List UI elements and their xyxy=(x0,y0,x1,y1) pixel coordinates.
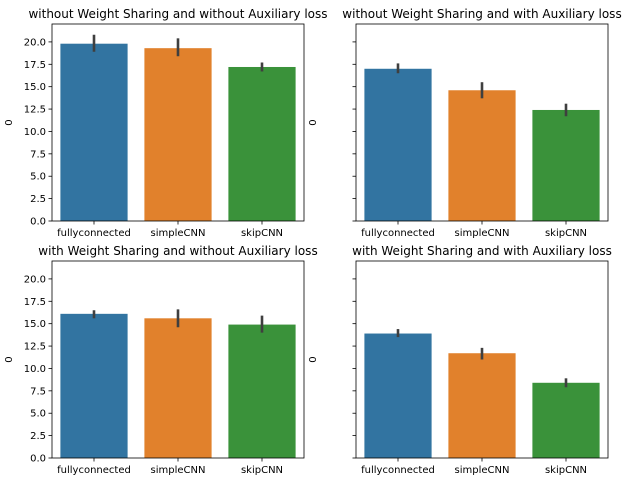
y-tick-label: 0.0 xyxy=(30,454,46,465)
x-tick-label: fullyconnected xyxy=(361,228,435,239)
y-tick-label: 20.0 xyxy=(24,274,46,285)
bar-fullyconnected xyxy=(364,68,432,221)
y-tick-label: 17.5 xyxy=(24,60,46,71)
x-tick-label: simpleCNN xyxy=(455,465,510,476)
chart-panel-4: fullyconnected simpleCNN skipCNN 0 with Weig… xyxy=(308,244,612,476)
bar-simpleCNN xyxy=(144,48,212,221)
x-tick-label: simpleCNN xyxy=(151,228,206,239)
bar-simpleCNN xyxy=(144,318,212,458)
x-tick-label: fullyconnected xyxy=(57,228,131,239)
y-tick-label: 2.5 xyxy=(30,431,46,442)
bar-simpleCNN xyxy=(448,90,516,221)
x-tick-label: skipCNN xyxy=(241,465,283,476)
chart-panel-2: fullyconnected simpleCNN skipCNN 0 without W… xyxy=(308,7,622,239)
y-tick-label: 2.5 xyxy=(30,194,46,205)
bar-skipCNN xyxy=(532,109,600,221)
bar-skipCNN xyxy=(532,382,600,458)
bar-simpleCNN xyxy=(448,353,516,458)
chart-title: with Weight Sharing and with Auxiliary l… xyxy=(352,244,612,258)
y-tick-label: 17.5 xyxy=(24,297,46,308)
chart-title: with Weight Sharing and without Auxiliar… xyxy=(38,244,317,258)
y-tick-label: 5.0 xyxy=(30,172,46,183)
chart-title: without Weight Sharing and with Auxiliar… xyxy=(342,7,621,21)
y-tick-label: 12.5 xyxy=(24,342,46,353)
bar-skipCNN xyxy=(228,324,296,458)
y-tick-label: 0.0 xyxy=(30,217,46,228)
x-tick-label: skipCNN xyxy=(545,228,587,239)
bar-fullyconnected xyxy=(364,333,432,458)
x-tick-label: skipCNN xyxy=(545,465,587,476)
chart-panel-1: 0.0 2.5 5.0 7.5 10.0 12.5 15.0 17.5 20.0 fullycon… xyxy=(4,7,328,239)
bar-fullyconnected xyxy=(60,313,128,458)
x-tick-label: simpleCNN xyxy=(455,228,510,239)
x-tick-label: simpleCNN xyxy=(151,465,206,476)
y-tick-label: 10.0 xyxy=(24,364,46,375)
y-axis-label: 0 xyxy=(4,356,15,362)
y-tick-label: 5.0 xyxy=(30,409,46,420)
y-axis-label: 0 xyxy=(4,119,15,125)
y-tick-label: 10.0 xyxy=(24,127,46,138)
chart-panel-3: 0.0 2.5 5.0 7.5 10.0 12.5 15.0 17.5 20.0 fullycon… xyxy=(4,244,318,476)
x-tick-label: fullyconnected xyxy=(361,465,435,476)
y-axis-label: 0 xyxy=(308,356,319,362)
y-tick-label: 7.5 xyxy=(30,149,46,160)
y-tick-label: 7.5 xyxy=(30,386,46,397)
y-tick-label: 20.0 xyxy=(24,37,46,48)
x-tick-label: skipCNN xyxy=(241,228,283,239)
chart-title: without Weight Sharing and without Auxil… xyxy=(28,7,327,21)
x-tick-label: fullyconnected xyxy=(57,465,131,476)
y-tick-label: 12.5 xyxy=(24,105,46,116)
bar-skipCNN xyxy=(228,66,296,222)
y-tick-label: 15.0 xyxy=(24,82,46,93)
bar-fullyconnected xyxy=(60,43,128,222)
y-tick-label: 15.0 xyxy=(24,319,46,330)
y-axis-label: 0 xyxy=(308,119,319,125)
